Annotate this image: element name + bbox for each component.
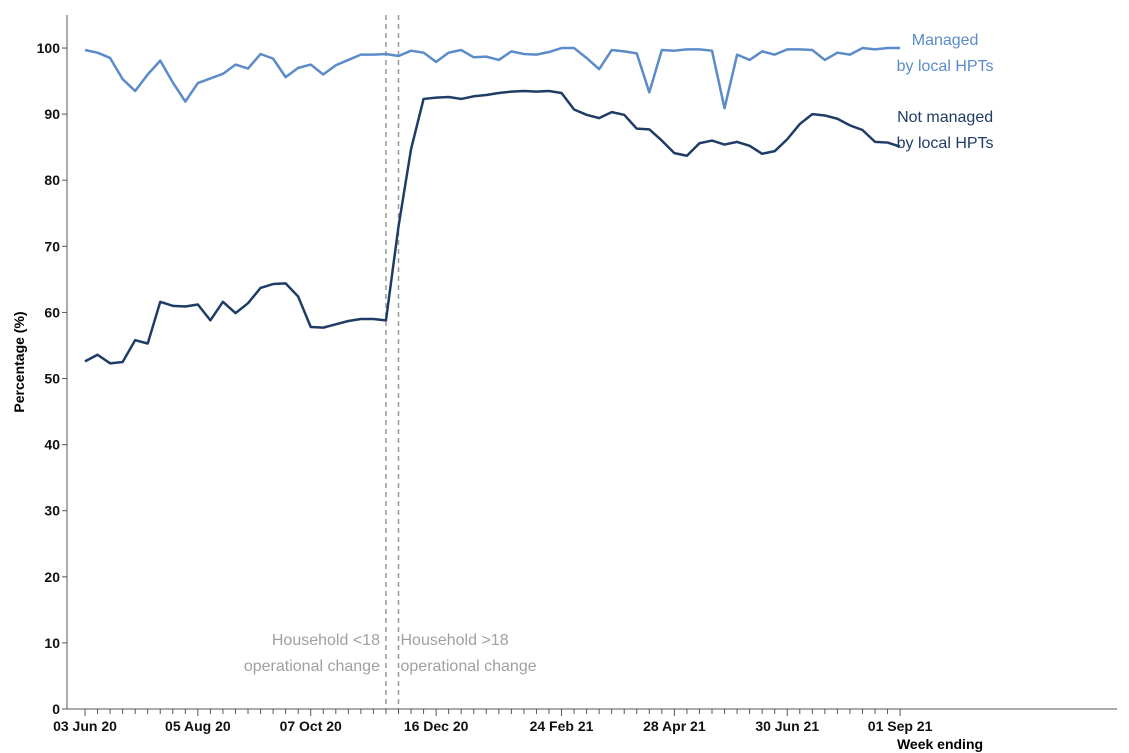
x-tick-label: 30 Jun 21 [755,718,819,734]
series-line [84,46,901,110]
y-tick-label: 20 [44,569,60,585]
y-tick-label: 100 [37,40,61,56]
y-tick-label: 0 [52,701,60,717]
y-tick-label: 60 [44,304,60,320]
annotation: Household <18 operational change [243,632,380,675]
y-axis-label: Percentage (%) [11,311,27,412]
series-label: Not managed by local HPTs [896,108,994,152]
y-tick-label: 10 [44,635,60,651]
x-tick-label: 07 Oct 20 [280,718,342,734]
x-tick-label: 01 Sep 21 [868,718,933,734]
x-tick-label: 28 Apr 21 [643,718,706,734]
x-tick-label: 24 Feb 21 [530,718,594,734]
x-tick-label: 05 Aug 20 [165,718,231,734]
y-tick-label: 70 [44,238,60,254]
y-tick-label: 80 [44,172,60,188]
y-tick-label: 40 [44,437,60,453]
x-tick-label: 16 Dec 20 [404,718,469,734]
annotation: Household >18 operational change [400,632,537,675]
y-tick-label: 90 [44,106,60,122]
x-axis-label: Week ending [897,736,983,752]
series-line [84,89,901,365]
x-tick-label: 03 Jun 20 [53,718,117,734]
y-tick-label: 50 [44,371,60,387]
series-label: Managed by local HPTs [896,32,994,76]
y-tick-label: 30 [44,503,60,519]
